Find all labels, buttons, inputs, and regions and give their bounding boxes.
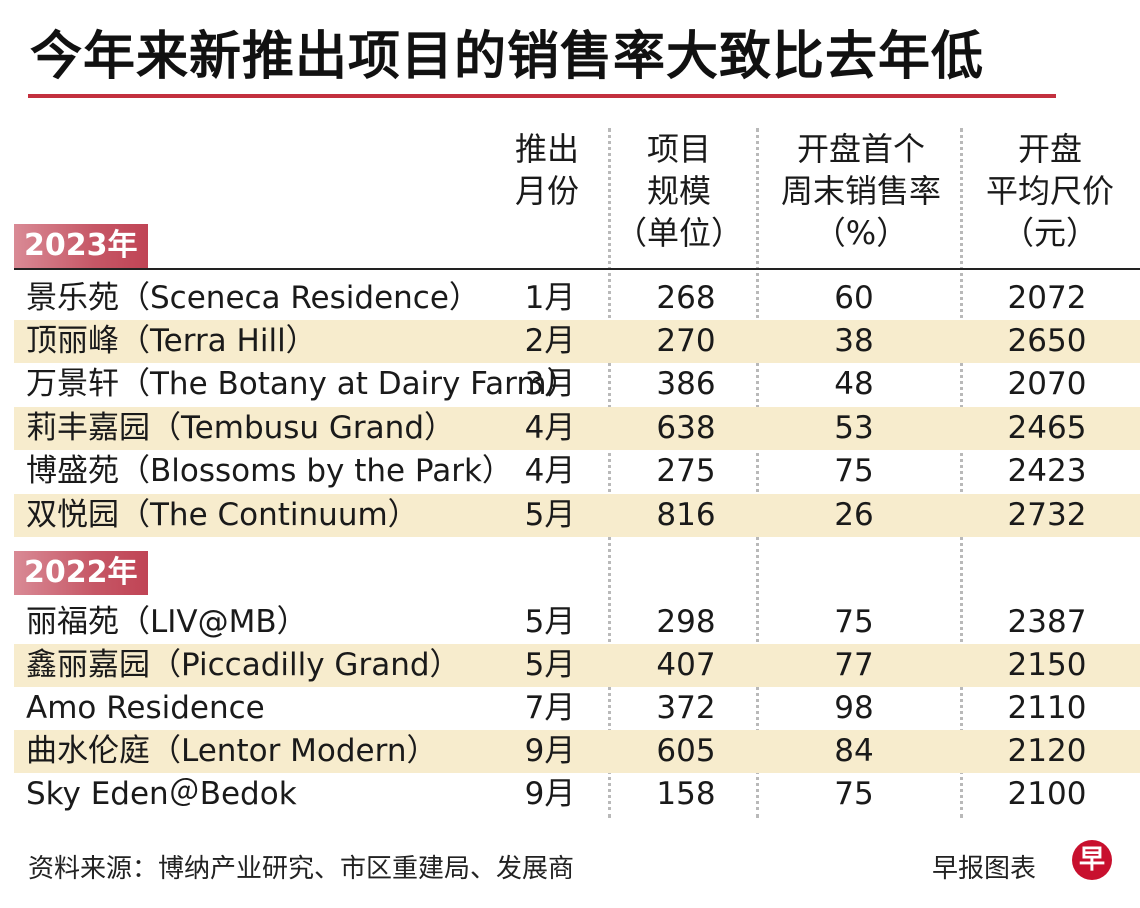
launch-month: 4月 [524, 453, 576, 489]
launch-month: 2月 [524, 323, 576, 359]
project-name: 景乐苑（Sceneca Residence） [26, 280, 480, 316]
header-units-line2: 规模 [646, 172, 711, 210]
avg-psf-price: 2423 [1007, 453, 1087, 489]
column-divider [756, 128, 759, 818]
page-title: 今年来新推出项目的销售率大致比去年低 [30, 27, 985, 87]
launch-month: 5月 [524, 604, 576, 640]
header-rate: 开盘首个 周末销售率 （%） [766, 128, 956, 254]
header-month: 推出 月份 [506, 128, 588, 212]
header-rate-line1: 开盘首个 [796, 130, 925, 168]
project-name: Sky Eden＠Bedok [26, 776, 297, 812]
header-month-line2: 月份 [514, 172, 579, 210]
header-price-line1: 开盘 [1017, 130, 1082, 168]
header-rate-line3: （%） [813, 214, 909, 252]
project-units: 407 [656, 647, 716, 683]
project-units: 275 [656, 453, 716, 489]
header-price-line3: （元） [1001, 214, 1098, 252]
launch-month: 7月 [524, 690, 576, 726]
launch-month: 9月 [524, 733, 576, 769]
title-underline [28, 94, 1056, 98]
sales-rate: 98 [834, 690, 874, 726]
zaobao-logo-icon: 早 [1072, 840, 1112, 880]
header-units-line3: （单位） [614, 214, 743, 252]
sales-rate: 38 [834, 323, 874, 359]
sales-rate: 26 [834, 497, 874, 533]
project-name: 顶丽峰（Terra Hill） [26, 323, 317, 359]
sales-rate: 48 [834, 366, 874, 402]
sales-rate: 53 [834, 410, 874, 446]
project-name: 莉丰嘉园（Tembusu Grand） [26, 410, 456, 446]
project-name: 丽福苑（LIV@MB） [26, 604, 308, 640]
project-units: 372 [656, 690, 716, 726]
avg-psf-price: 2150 [1007, 647, 1087, 683]
project-units: 270 [656, 323, 716, 359]
table-row: 顶丽峰（Terra Hill） 2月 270 38 2650 [14, 320, 1140, 363]
table-row: 莉丰嘉园（Tembusu Grand） 4月 638 53 2465 [14, 407, 1140, 450]
launch-month: 4月 [524, 410, 576, 446]
sales-rate: 84 [834, 733, 874, 769]
project-units: 268 [656, 280, 716, 316]
year-badge-2022: 2022年 [14, 551, 148, 595]
project-name: 博盛苑（Blossoms by the Park） [26, 453, 513, 489]
header-rate-line2: 周末销售率 [780, 172, 941, 210]
avg-psf-price: 2387 [1007, 604, 1087, 640]
header-month-line1: 推出 [514, 130, 579, 168]
sales-rate: 75 [834, 604, 874, 640]
graphic-credit: 早报图表 [932, 854, 1037, 884]
avg-psf-price: 2110 [1007, 690, 1087, 726]
avg-psf-price: 2650 [1007, 323, 1087, 359]
project-name: 曲水伦庭（Lentor Modern） [26, 733, 438, 769]
column-divider [608, 128, 611, 818]
sales-rate: 75 [834, 776, 874, 812]
launch-month: 5月 [524, 647, 576, 683]
year-badge-2023: 2023年 [14, 224, 148, 268]
launch-month: 9月 [524, 776, 576, 812]
header-units: 项目 规模 （单位） [612, 128, 746, 254]
header-price: 开盘 平均尺价 （元） [970, 128, 1130, 254]
launch-month: 5月 [524, 497, 576, 533]
avg-psf-price: 2072 [1007, 280, 1087, 316]
project-units: 638 [656, 410, 716, 446]
sales-rate: 60 [834, 280, 874, 316]
header-units-line1: 项目 [646, 130, 711, 168]
table-row: 景乐苑（Sceneca Residence） 1月 268 60 2072 [14, 277, 1140, 320]
table-row: 万景轩（The Botany at Dairy Farm） 3月 386 48 … [14, 363, 1140, 406]
launch-month: 1月 [524, 280, 576, 316]
launch-month: 3月 [524, 366, 576, 402]
avg-psf-price: 2070 [1007, 366, 1087, 402]
project-name: 万景轩（The Botany at Dairy Farm） [26, 366, 578, 402]
project-units: 158 [656, 776, 716, 812]
project-units: 386 [656, 366, 716, 402]
column-divider [960, 128, 963, 818]
header-price-line2: 平均尺价 [985, 172, 1114, 210]
table-row: 双悦园（The Continuum） 5月 816 26 2732 [14, 494, 1140, 537]
table-row: 博盛苑（Blossoms by the Park） 4月 275 75 2423 [14, 450, 1140, 493]
project-units: 298 [656, 604, 716, 640]
avg-psf-price: 2120 [1007, 733, 1087, 769]
project-units: 605 [656, 733, 716, 769]
table-row: 丽福苑（LIV@MB） 5月 298 75 2387 [14, 601, 1140, 644]
project-name: 双悦园（The Continuum） [26, 497, 419, 533]
table-row: 鑫丽嘉园（Piccadilly Grand） 5月 407 77 2150 [14, 644, 1140, 687]
table-row: Amo Residence 7月 372 98 2110 [14, 687, 1140, 730]
project-units: 816 [656, 497, 716, 533]
table-row: 曲水伦庭（Lentor Modern） 9月 605 84 2120 [14, 730, 1140, 773]
table-row: Sky Eden＠Bedok 9月 158 75 2100 [14, 773, 1140, 816]
avg-psf-price: 2732 [1007, 497, 1087, 533]
sales-rate: 77 [834, 647, 874, 683]
table-top-rule [14, 268, 1140, 270]
source-note: 资料来源：博纳产业研究、市区重建局、发展商 [28, 854, 575, 884]
avg-psf-price: 2465 [1007, 410, 1087, 446]
project-name: Amo Residence [26, 690, 265, 726]
sales-rate: 75 [834, 453, 874, 489]
project-name: 鑫丽嘉园（Piccadilly Grand） [26, 647, 461, 683]
avg-psf-price: 2100 [1007, 776, 1087, 812]
